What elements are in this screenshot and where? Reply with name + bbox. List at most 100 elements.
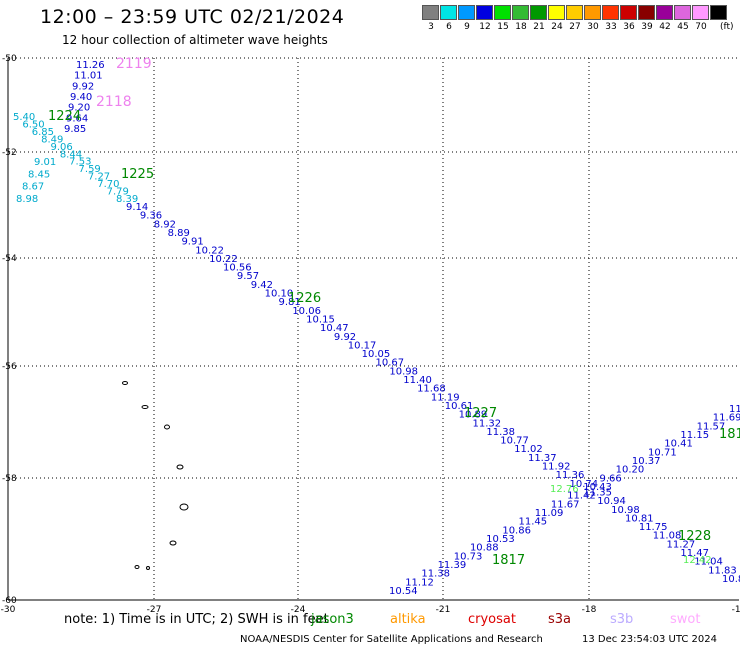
swh-value: 11.19 <box>431 392 460 403</box>
island-outline <box>169 540 177 546</box>
swh-value: 9.14 <box>126 202 148 213</box>
lat-tick-label: -60 <box>2 596 17 606</box>
swh-value: 9.06 <box>50 142 72 153</box>
swh-value: 8.45 <box>28 169 50 180</box>
map-subtitle: 12 hour collection of altimeter wave hei… <box>62 33 328 47</box>
swh-value: 10.8 <box>722 574 740 585</box>
legend-swatch <box>656 5 673 20</box>
swh-value: 10.88 <box>470 543 499 554</box>
swh-value: 9.81 <box>278 297 300 308</box>
lat-tick-label: -50 <box>2 54 17 64</box>
legend-label: 3 <box>428 22 434 32</box>
swh-value: 11.47 <box>680 548 709 559</box>
swh-value: 11.75 <box>639 522 668 533</box>
swh-value: 6.50 <box>22 119 44 130</box>
swh-value: 9.91 <box>181 237 203 248</box>
swh-value: 8.98 <box>16 194 38 205</box>
swh-value: 10.10 <box>265 289 294 300</box>
swh-value: 11.2 <box>729 404 740 415</box>
pass-id-label: 181 <box>719 427 740 442</box>
swh-value: 11.02 <box>514 444 543 455</box>
swh-value: 7.53 <box>69 157 91 168</box>
legend-label: 18 <box>515 22 527 32</box>
island-outline <box>141 405 149 409</box>
pass-id-label: 2119 <box>116 56 152 72</box>
swh-value: 9.36 <box>140 211 162 222</box>
swh-value: 10.22 <box>209 254 238 265</box>
legend-swatch <box>566 5 583 20</box>
swh-value: 11.57 <box>697 421 726 432</box>
map-grid: -30 -27 -24 -21 -18 -15 -50 -52 -54 -56 -58 -60 <box>1 54 740 615</box>
swh-value: 11.08 <box>653 531 682 542</box>
swh-value: 11.39 <box>438 560 467 571</box>
swh-value: 10.77 <box>500 436 529 447</box>
swh-value: 10.53 <box>486 534 515 545</box>
swh-value: 10.47 <box>320 323 349 334</box>
satellite-label: s3b <box>610 612 634 627</box>
swh-value: 11.01 <box>74 71 103 82</box>
swh-value: 9.92 <box>334 332 356 343</box>
swh-value: 11.12 <box>405 577 434 588</box>
lon-tick-label: -24 <box>291 605 306 615</box>
swh-value: 11.83 <box>708 565 737 576</box>
swh-value: 11.38 <box>486 427 515 438</box>
legend-label: 24 <box>551 22 563 32</box>
swh-value: 8.39 <box>116 194 138 205</box>
pass-id-label: 1224 <box>48 109 81 124</box>
pass-id-label: 1227 <box>464 406 497 421</box>
pass-id-label: 1226 <box>288 291 321 306</box>
lon-tick-label: -30 <box>1 605 16 615</box>
swh-value: 10.74 <box>570 479 599 490</box>
swh-value: 11.15 <box>680 430 709 441</box>
swh-value: 10.89 <box>459 410 488 421</box>
swh-value-green: 12.76 <box>550 484 579 495</box>
swh-value: 11.35 <box>583 487 612 498</box>
swh-value: 9.01 <box>34 157 56 168</box>
island-outline <box>164 424 170 430</box>
swh-value: 10.71 <box>648 447 677 458</box>
lat-tick-label: -56 <box>2 362 17 372</box>
lon-tick-label: -27 <box>147 605 162 615</box>
swh-value: 10.43 <box>583 482 612 493</box>
swh-value: 8.44 <box>60 149 82 160</box>
pass-id-label: 1817 <box>492 553 525 568</box>
swh-value: 8.92 <box>154 219 176 230</box>
swh-value: 9.85 <box>64 124 86 135</box>
legend-swatch <box>620 5 637 20</box>
swh-value: 11.04 <box>694 557 723 568</box>
swh-value: 7.59 <box>79 164 101 175</box>
swh-value: 10.20 <box>616 465 645 476</box>
swh-value: 10.54 <box>389 586 418 597</box>
satellite-label: altika <box>390 612 426 627</box>
legend-label: 9 <box>464 22 470 32</box>
legend-swatch <box>674 5 691 20</box>
swh-value: 10.22 <box>195 245 224 256</box>
satellite-label: swot <box>670 612 701 627</box>
swh-value: 10.06 <box>292 306 321 317</box>
swh-value: 9.57 <box>237 271 259 282</box>
swh-value: 11.68 <box>417 384 446 395</box>
satellite-label: jason3 <box>311 612 354 627</box>
legend-swatch <box>422 5 439 20</box>
swh-value: 10.15 <box>306 314 335 325</box>
legend-swatch <box>584 5 601 20</box>
legend-label: 36 <box>623 22 635 32</box>
swh-value: 11.32 <box>473 418 502 429</box>
legend-swatch <box>638 5 655 20</box>
swh-value: 10.86 <box>502 525 531 536</box>
credit-text: NOAA/NESDIS Center for Satellite Applica… <box>240 634 543 645</box>
legend-swatch <box>476 5 493 20</box>
swh-value: 10.98 <box>389 366 418 377</box>
swh-value: 11.92 <box>542 462 571 473</box>
pass-id-label: 1225 <box>121 167 154 182</box>
legend-label: 27 <box>569 22 581 32</box>
lon-tick-label: -18 <box>582 605 597 615</box>
island-outline <box>122 381 128 385</box>
satellite-label: s3a <box>548 612 572 627</box>
lon-tick-label: -15 <box>732 605 740 615</box>
legend-label: 33 <box>605 22 617 32</box>
legend-swatch <box>494 5 511 20</box>
track-labels: 11.2611.019.929.409.209.649.855.406.506.… <box>13 56 740 597</box>
swh-value: 11.38 <box>421 569 450 580</box>
swh-value: 11.37 <box>528 453 557 464</box>
